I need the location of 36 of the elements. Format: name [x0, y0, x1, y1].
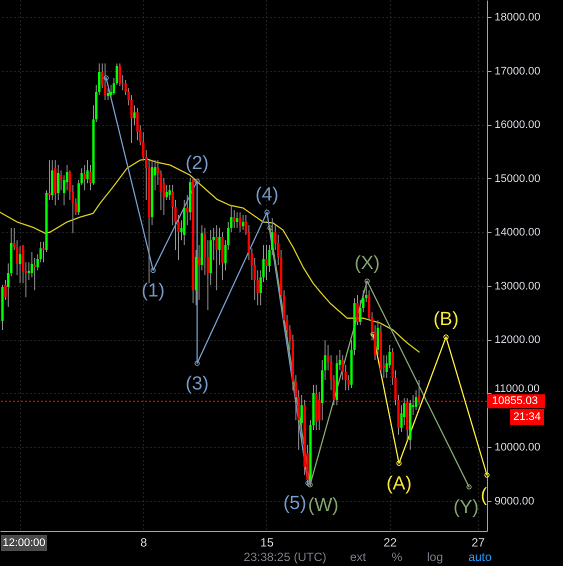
candlestick	[28, 262, 30, 281]
text: %	[392, 550, 403, 564]
annotation: (Y)	[453, 496, 479, 518]
annotation: (5)	[283, 493, 306, 514]
y-tick-label: 12000.00	[494, 334, 540, 346]
y-tick-label: 15000.00	[494, 172, 540, 185]
y-tick-label: 14000.00	[494, 226, 540, 239]
point	[364, 278, 370, 284]
y-tick-label: 18000.00	[494, 12, 540, 24]
x-tick-label: 27	[471, 536, 486, 550]
x-tick-label: 15	[260, 536, 274, 550]
candlestick	[57, 164, 60, 200]
annotation: (W)	[308, 494, 339, 516]
annotation: (A)	[386, 473, 412, 494]
text: 12:00:00	[2, 537, 46, 549]
y-tick-label: 9000.00	[494, 495, 534, 508]
y-tick-label: 16000.00	[494, 119, 540, 132]
ref-line-label: 10855.03	[492, 395, 538, 408]
y-tick-label: 10000.00	[494, 442, 540, 454]
text: 23:38:25 (UTC)	[244, 550, 326, 564]
x-tick-label: 22	[383, 536, 398, 550]
text: auto	[468, 550, 492, 564]
annotation: (B)	[433, 308, 459, 330]
text: log	[426, 550, 444, 564]
y-tick-label: 13000.00	[494, 280, 540, 292]
text: 21:34	[513, 411, 541, 423]
x-tick-label: 8	[140, 536, 148, 550]
point	[443, 334, 449, 340]
candlestick	[83, 164, 86, 191]
y-tick-label: 11000.00	[494, 382, 540, 395]
annotation: (	[480, 485, 488, 506]
y-tick-label: 17000.00	[494, 65, 540, 78]
point	[396, 460, 402, 466]
annotation: (X)	[354, 253, 380, 274]
text: ext	[350, 550, 367, 564]
candlestick	[18, 246, 22, 284]
